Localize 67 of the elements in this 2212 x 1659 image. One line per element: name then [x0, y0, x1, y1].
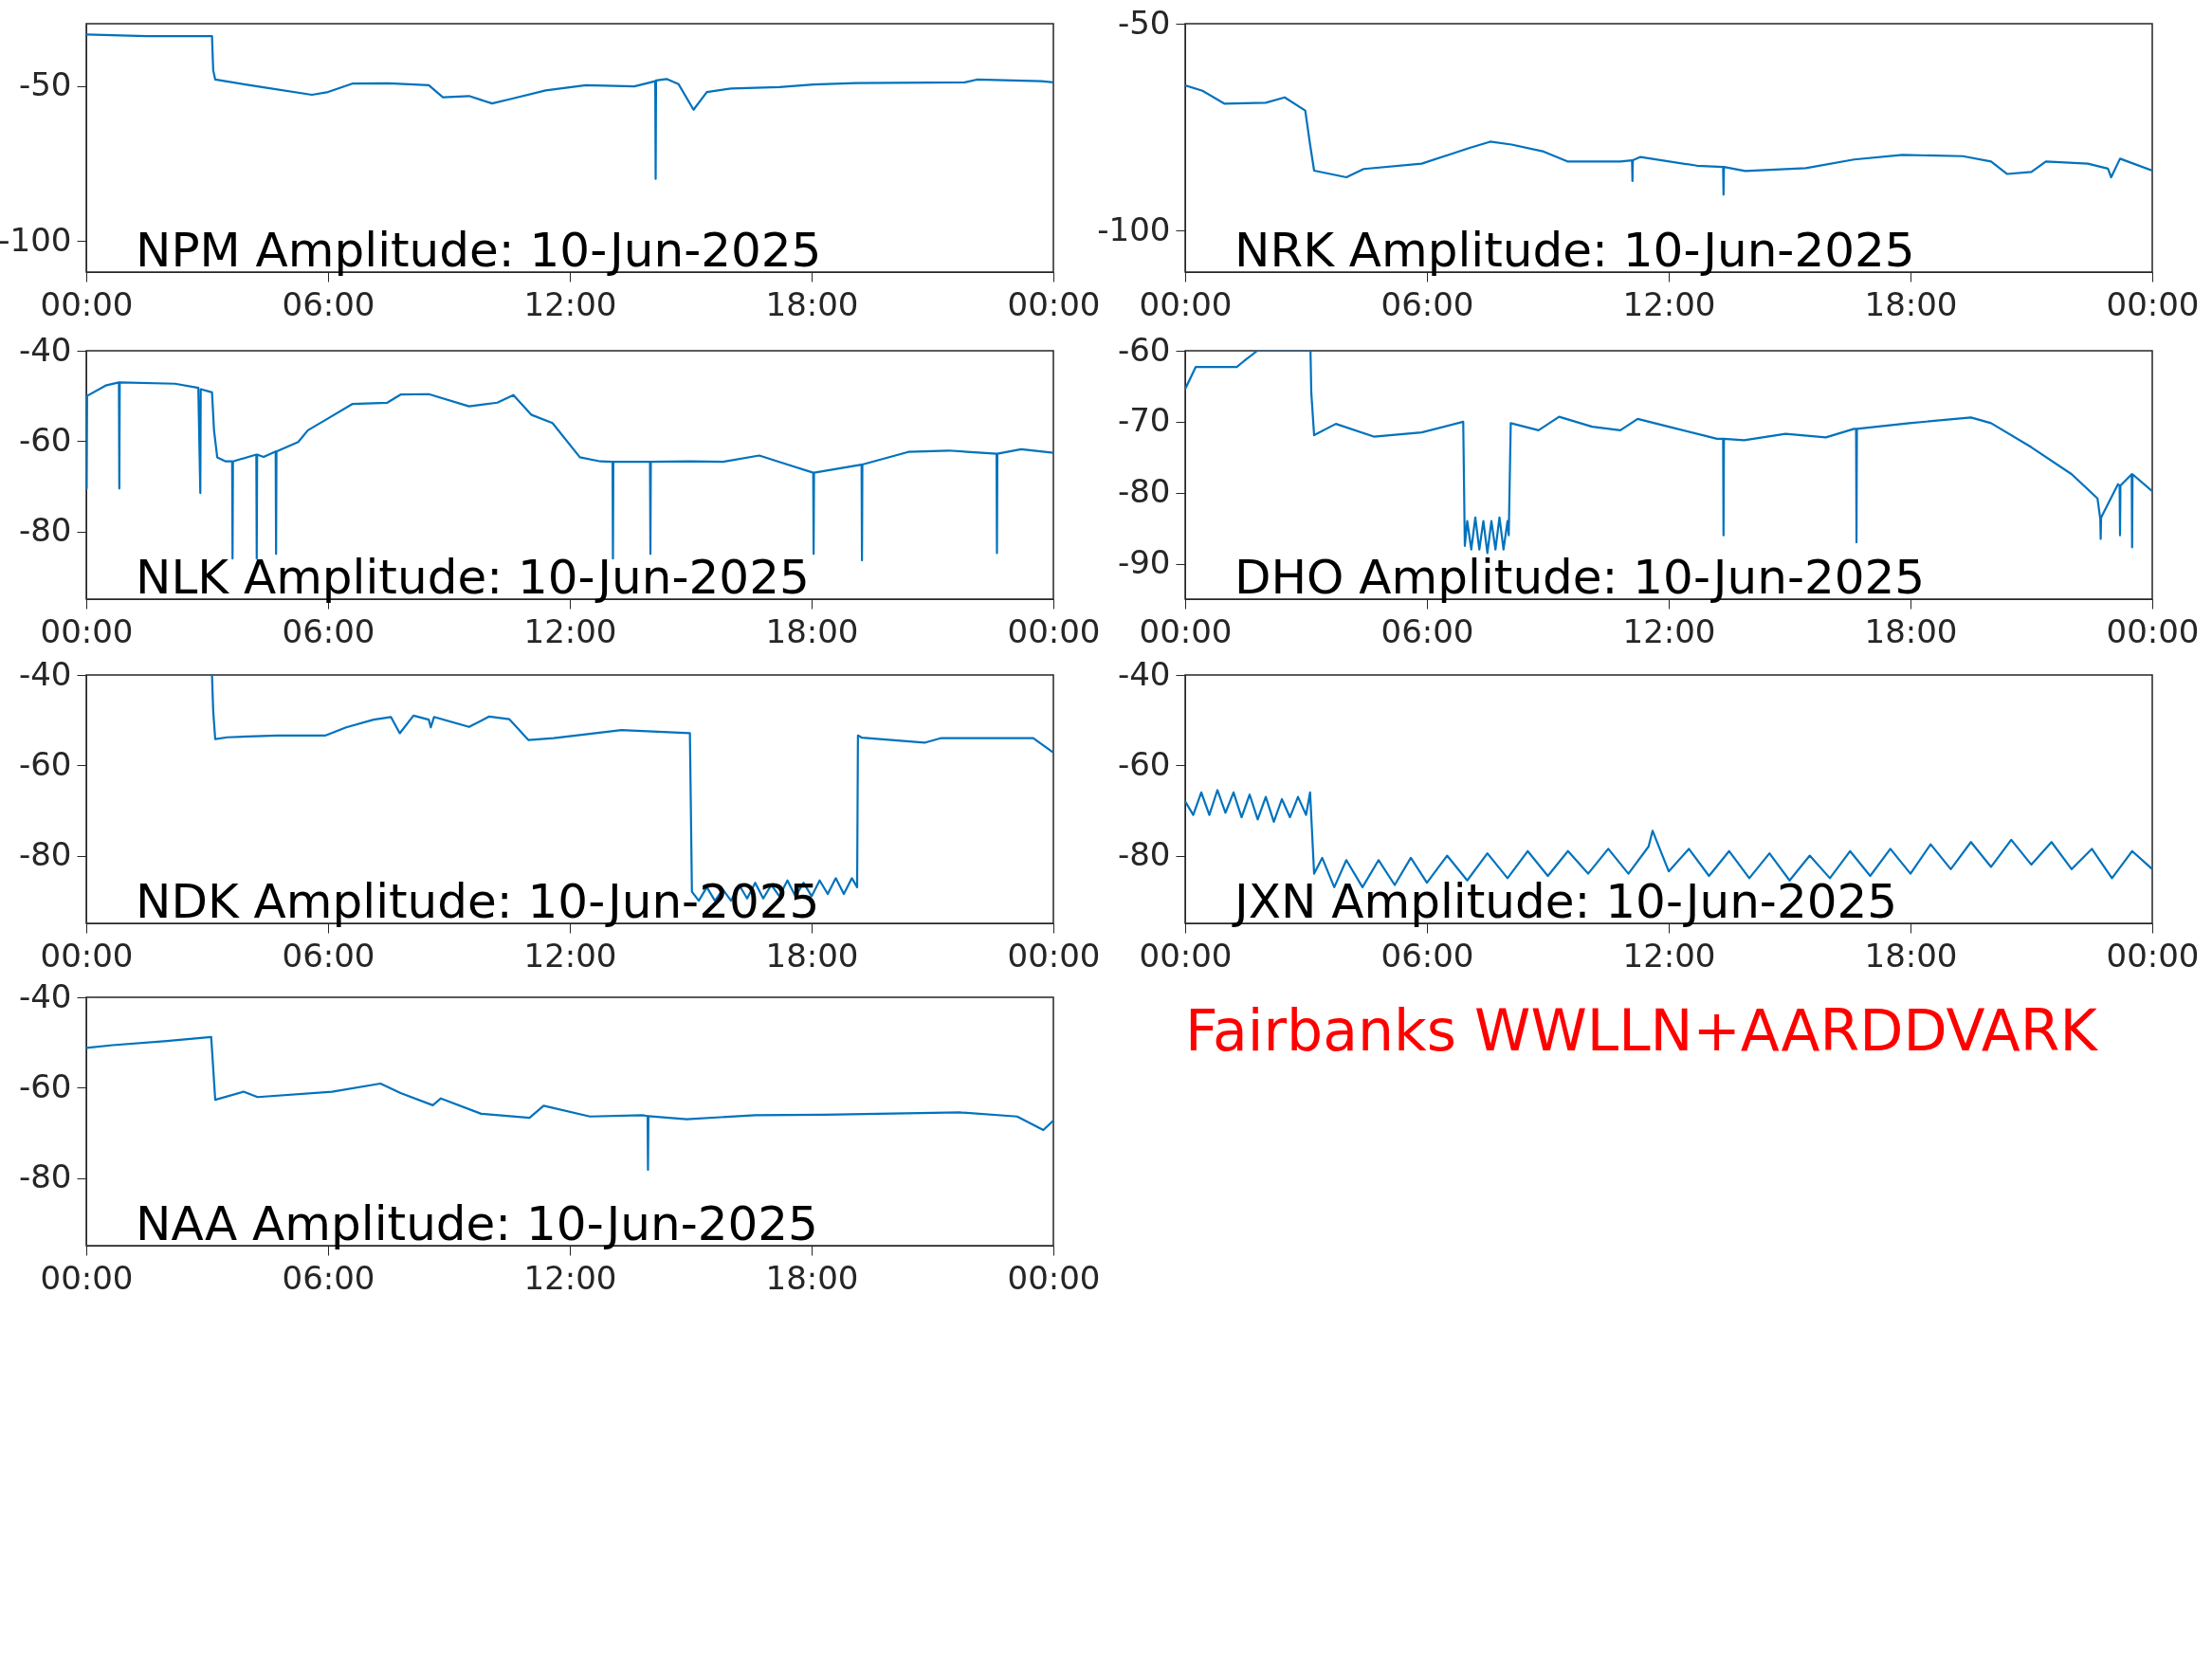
y-tick-label: -60	[1117, 744, 1171, 783]
y-tick-label: -100	[0, 220, 72, 259]
x-tick-label: 06:00	[282, 611, 375, 650]
line-series	[86, 1035, 1053, 1172]
x-tick-label: 00:00	[40, 284, 134, 323]
x-tick-label: 00:00	[2106, 936, 2200, 975]
text: Fairbanks WWLLN+AARDDVARK	[1185, 997, 2097, 1064]
x-tick-label: 00:00	[1007, 1258, 1101, 1297]
x-tick-label: 06:00	[282, 1258, 375, 1297]
y-tick-label: -40	[18, 976, 72, 1015]
x-tick-label: 06:00	[1380, 936, 1474, 975]
x-tick-label: 00:00	[1139, 611, 1233, 650]
y-tick-label: -60	[18, 744, 72, 783]
x-tick-label: 18:00	[765, 611, 859, 650]
x-tick-label: 12:00	[523, 611, 617, 650]
y-tick-label: -40	[18, 654, 72, 693]
x-tick-label: 00:00	[1139, 936, 1233, 975]
x-tick-label: 00:00	[40, 1258, 134, 1297]
y-tick-label: -50	[1117, 3, 1171, 42]
x-tick-label: 06:00	[1380, 611, 1474, 650]
line-series	[1185, 351, 2152, 555]
text: JXN Amplitude: 10-Jun-2025	[1232, 874, 1898, 929]
y-tick-label: -70	[1117, 401, 1171, 440]
y-tick-label: -80	[1117, 835, 1171, 874]
x-tick-label: 00:00	[2106, 284, 2200, 323]
x-tick-label: 12:00	[1622, 936, 1716, 975]
y-tick-label: -60	[1117, 330, 1171, 369]
y-tick-label: -60	[18, 1066, 72, 1105]
y-tick-label: -50	[18, 65, 72, 103]
x-tick-label: 12:00	[523, 284, 617, 323]
x-tick-label: 18:00	[1864, 284, 1958, 323]
line-series	[1185, 83, 2152, 196]
x-tick-label: 00:00	[1007, 936, 1101, 975]
text: DHO Amplitude: 10-Jun-2025	[1234, 550, 1926, 605]
x-tick-label: 00:00	[1007, 611, 1101, 650]
y-tick-label: -80	[18, 511, 72, 550]
text: NDK Amplitude: 10-Jun-2025	[136, 874, 820, 929]
x-tick-label: 18:00	[1864, 936, 1958, 975]
y-tick-label: -40	[18, 330, 72, 369]
x-tick-label: 00:00	[2106, 611, 2200, 650]
x-tick-label: 00:00	[40, 936, 134, 975]
y-tick-label: -100	[1097, 210, 1171, 248]
line-series	[86, 33, 1053, 180]
x-tick-label: 06:00	[282, 284, 375, 323]
text: NLK Amplitude: 10-Jun-2025	[136, 550, 810, 605]
y-tick-label: -60	[18, 420, 72, 459]
y-tick-label: -80	[18, 835, 72, 874]
y-tick-label: -80	[18, 1158, 72, 1196]
y-tick-label: -90	[1117, 543, 1171, 582]
x-tick-label: 18:00	[765, 284, 859, 323]
x-tick-label: 18:00	[765, 1258, 859, 1297]
x-tick-label: 06:00	[282, 936, 375, 975]
x-tick-label: 00:00	[1139, 284, 1233, 323]
text: NPM Amplitude: 10-Jun-2025	[136, 223, 822, 278]
x-tick-label: 18:00	[1864, 611, 1958, 650]
x-tick-label: 00:00	[40, 611, 134, 650]
x-tick-label: 12:00	[1622, 284, 1716, 323]
y-tick-label: -40	[1117, 654, 1171, 693]
text: NAA Amplitude: 10-Jun-2025	[136, 1196, 818, 1251]
text: NRK Amplitude: 10-Jun-2025	[1234, 223, 1915, 278]
x-tick-label: 12:00	[523, 936, 617, 975]
x-tick-label: 00:00	[1007, 284, 1101, 323]
x-tick-label: 18:00	[765, 936, 859, 975]
y-tick-label: -80	[1117, 472, 1171, 511]
x-tick-label: 06:00	[1380, 284, 1474, 323]
x-tick-label: 12:00	[523, 1258, 617, 1297]
x-tick-label: 12:00	[1622, 611, 1716, 650]
